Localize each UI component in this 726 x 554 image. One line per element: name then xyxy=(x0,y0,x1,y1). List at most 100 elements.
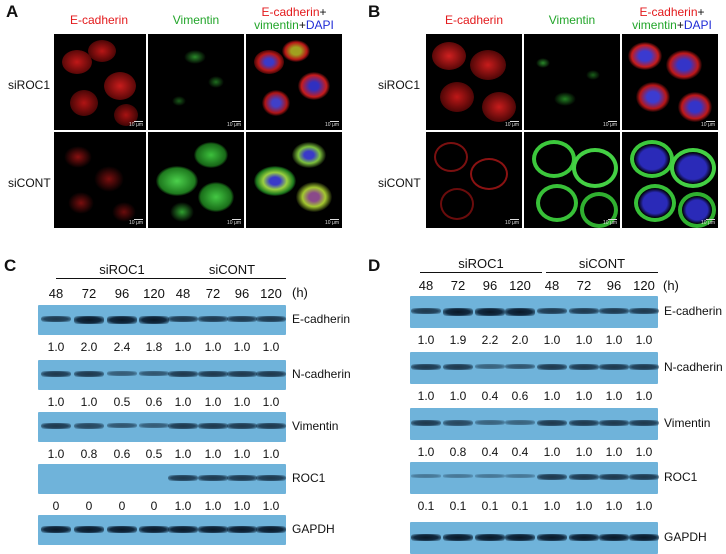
blot-band xyxy=(443,364,473,370)
blot-band xyxy=(569,364,599,370)
quant-value: 1.0 xyxy=(543,499,561,513)
micro-b-siroc1-ecadherin: 10 μm xyxy=(426,34,522,130)
blot-band xyxy=(599,534,629,541)
quant-value: 0 xyxy=(150,499,158,513)
col-header-ecadherin: E-cadherin xyxy=(444,13,504,27)
blot-band xyxy=(198,475,228,481)
blot-band xyxy=(41,371,71,377)
group-label-sicont: siCONT xyxy=(578,256,626,271)
quant-value: 0 xyxy=(85,499,93,513)
protein-label-n-cadherin: N-cadherin xyxy=(292,367,351,381)
blot-band xyxy=(168,475,198,481)
blot-band xyxy=(256,371,286,377)
blot-band xyxy=(256,475,286,481)
quant-value: 1.0 xyxy=(47,447,65,461)
quant-value: 0.8 xyxy=(449,445,467,459)
quant-value: 1.0 xyxy=(543,445,561,459)
scale-bar: 10 μm xyxy=(227,122,241,128)
micro-b-siroc1-vimentin: 10 μm xyxy=(524,34,620,130)
quant-value: 0 xyxy=(52,499,60,513)
blot-strip-e-cadherin xyxy=(38,305,286,335)
quant-value: 1.0 xyxy=(262,499,280,513)
scale-bar: 10 μm xyxy=(505,122,519,128)
blot-band xyxy=(168,371,198,377)
row-label-siroc1: siROC1 xyxy=(8,78,51,92)
quant-value: 1.8 xyxy=(145,340,163,354)
blot-band xyxy=(198,423,228,429)
quant-value: 0.6 xyxy=(145,395,163,409)
blot-band xyxy=(227,423,257,429)
protein-label-vimentin: Vimentin xyxy=(664,416,711,430)
timepoint-label: 72 xyxy=(205,286,221,301)
timepoint-label: 96 xyxy=(234,286,250,301)
blot-band xyxy=(505,308,535,316)
blot-band xyxy=(74,316,104,324)
quant-value: 0 xyxy=(118,499,126,513)
blot-band xyxy=(629,534,659,541)
timepoint-label: 72 xyxy=(576,278,592,293)
group-label-siroc1: siROC1 xyxy=(99,262,145,277)
micro-a-siroc1-vimentin: 10 μm xyxy=(148,34,244,130)
blot-band xyxy=(41,526,71,533)
blot-band xyxy=(569,534,599,541)
merge-plus: + xyxy=(298,18,306,32)
micro-a-sicont-vimentin: 10 μm xyxy=(148,132,244,228)
blot-band xyxy=(599,364,629,370)
quant-value: 0.6 xyxy=(113,447,131,461)
quant-value: 0.4 xyxy=(481,445,499,459)
blot-band xyxy=(569,420,599,426)
quant-value: 1.0 xyxy=(417,445,435,459)
merge-ecad-text: E-cadherin xyxy=(261,5,320,19)
timepoint-label: 48 xyxy=(48,286,64,301)
micro-b-sicont-ecadherin: 10 μm xyxy=(426,132,522,228)
blot-strip-vimentin xyxy=(38,412,286,442)
blot-band xyxy=(139,423,169,428)
blot-band xyxy=(256,316,286,322)
blot-band xyxy=(107,423,137,428)
timepoint-label: 96 xyxy=(114,286,130,301)
blot-band xyxy=(475,534,505,541)
blot-band xyxy=(227,526,257,533)
col-header-merge: E-cadherin+ vimentin+DAPI xyxy=(620,6,724,32)
quant-value: 1.0 xyxy=(233,395,251,409)
blot-strip-e-cadherin xyxy=(410,296,659,328)
blot-band xyxy=(629,364,659,370)
quant-value: 1.0 xyxy=(204,340,222,354)
quant-value: 1.0 xyxy=(417,389,435,403)
blot-band xyxy=(629,308,659,314)
quant-value: 1.0 xyxy=(575,389,593,403)
scale-bar: 10 μm xyxy=(325,122,339,128)
quant-value: 1.0 xyxy=(233,447,251,461)
quant-value: 2.0 xyxy=(80,340,98,354)
protein-label-vimentin: Vimentin xyxy=(292,419,339,433)
timepoint-label: 96 xyxy=(606,278,622,293)
quant-value: 1.0 xyxy=(80,395,98,409)
blot-band xyxy=(198,371,228,377)
blot-band xyxy=(411,308,441,314)
col-header-vimentin: Vimentin xyxy=(172,13,220,27)
blot-strip-n-cadherin xyxy=(410,352,659,384)
blot-band xyxy=(505,474,535,478)
blot-band xyxy=(475,420,505,425)
blot-band xyxy=(168,316,198,322)
quant-value: 1.0 xyxy=(543,389,561,403)
quant-value: 1.0 xyxy=(605,389,623,403)
blot-band xyxy=(227,475,257,481)
blot-band xyxy=(139,316,169,324)
col-header-vimentin: Vimentin xyxy=(548,13,596,27)
quant-value: 1.0 xyxy=(262,447,280,461)
quant-value: 2.0 xyxy=(511,333,529,347)
quant-value: 1.0 xyxy=(605,445,623,459)
quant-value: 1.0 xyxy=(635,445,653,459)
protein-label-e-cadherin: E-cadherin xyxy=(664,304,723,318)
scale-bar: 10 μm xyxy=(603,220,617,226)
blot-band xyxy=(599,474,629,480)
quant-value: 1.0 xyxy=(47,395,65,409)
scale-bar: 10 μm xyxy=(701,220,715,226)
blot-band xyxy=(41,423,71,429)
protein-label-roc1: ROC1 xyxy=(664,470,698,484)
panel-label-b: B xyxy=(368,2,381,21)
blot-band xyxy=(74,526,104,533)
quant-value: 0.1 xyxy=(511,499,529,513)
blot-band xyxy=(107,526,137,533)
